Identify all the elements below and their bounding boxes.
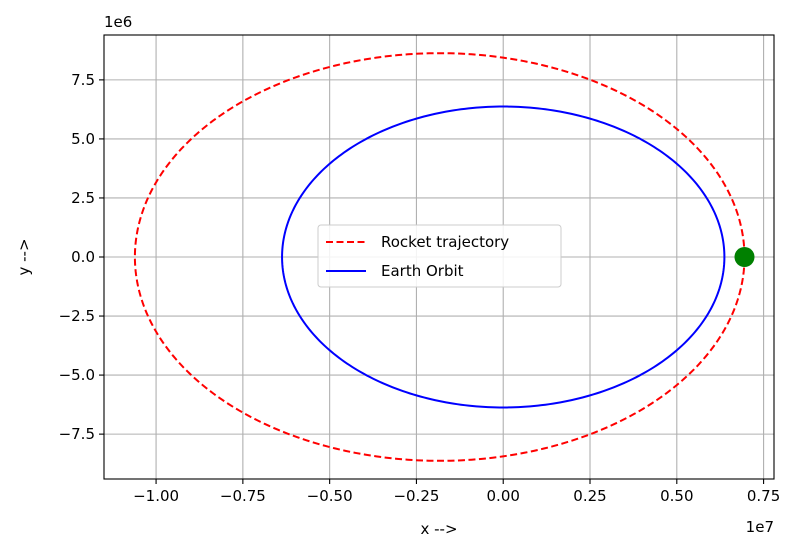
y-tick-label: −5.0	[59, 366, 95, 384]
x-tick-label: 0.25	[573, 487, 606, 505]
y-tick-label: 5.0	[71, 130, 95, 148]
y-tick-label: −7.5	[59, 425, 95, 443]
y-tick-label: 0.0	[71, 248, 95, 266]
x-axis-label: x -->	[420, 520, 457, 538]
series-layer	[133, 52, 755, 462]
y-tick-label: 2.5	[71, 189, 95, 207]
y-offset-label: 1e6	[104, 13, 132, 31]
x-tick-label: −0.25	[393, 487, 439, 505]
legend-box	[317, 224, 562, 288]
grid	[104, 35, 774, 479]
marker-point	[734, 247, 755, 267]
y-axis-label: y -->	[15, 238, 33, 275]
legend-label-earth-orbit: Earth Orbit	[381, 262, 464, 280]
x-tick-label: −0.50	[307, 487, 353, 505]
legend-label-rocket-trajectory: Rocket trajectory	[381, 233, 509, 251]
series-line-rocket-trajectory	[133, 52, 746, 462]
x-tick-label: −0.75	[220, 487, 266, 505]
y-tick-label: 7.5	[71, 71, 95, 89]
x-offset-label: 1e7	[746, 518, 774, 536]
series-line-earth-orbit	[281, 105, 726, 409]
ticks: −1.00 −0.75 −0.50 −0.25 0.00 0.25 0.50 0.75 −7.5…	[59, 71, 781, 505]
x-tick-label: 0.00	[487, 487, 520, 505]
y-tick-label: −2.5	[59, 307, 95, 325]
legend: Rocket trajectory Earth Orbit	[317, 224, 562, 288]
x-tick-label: −1.00	[133, 487, 179, 505]
x-tick-label: 0.50	[660, 487, 693, 505]
x-tick-label: 0.75	[747, 487, 780, 505]
